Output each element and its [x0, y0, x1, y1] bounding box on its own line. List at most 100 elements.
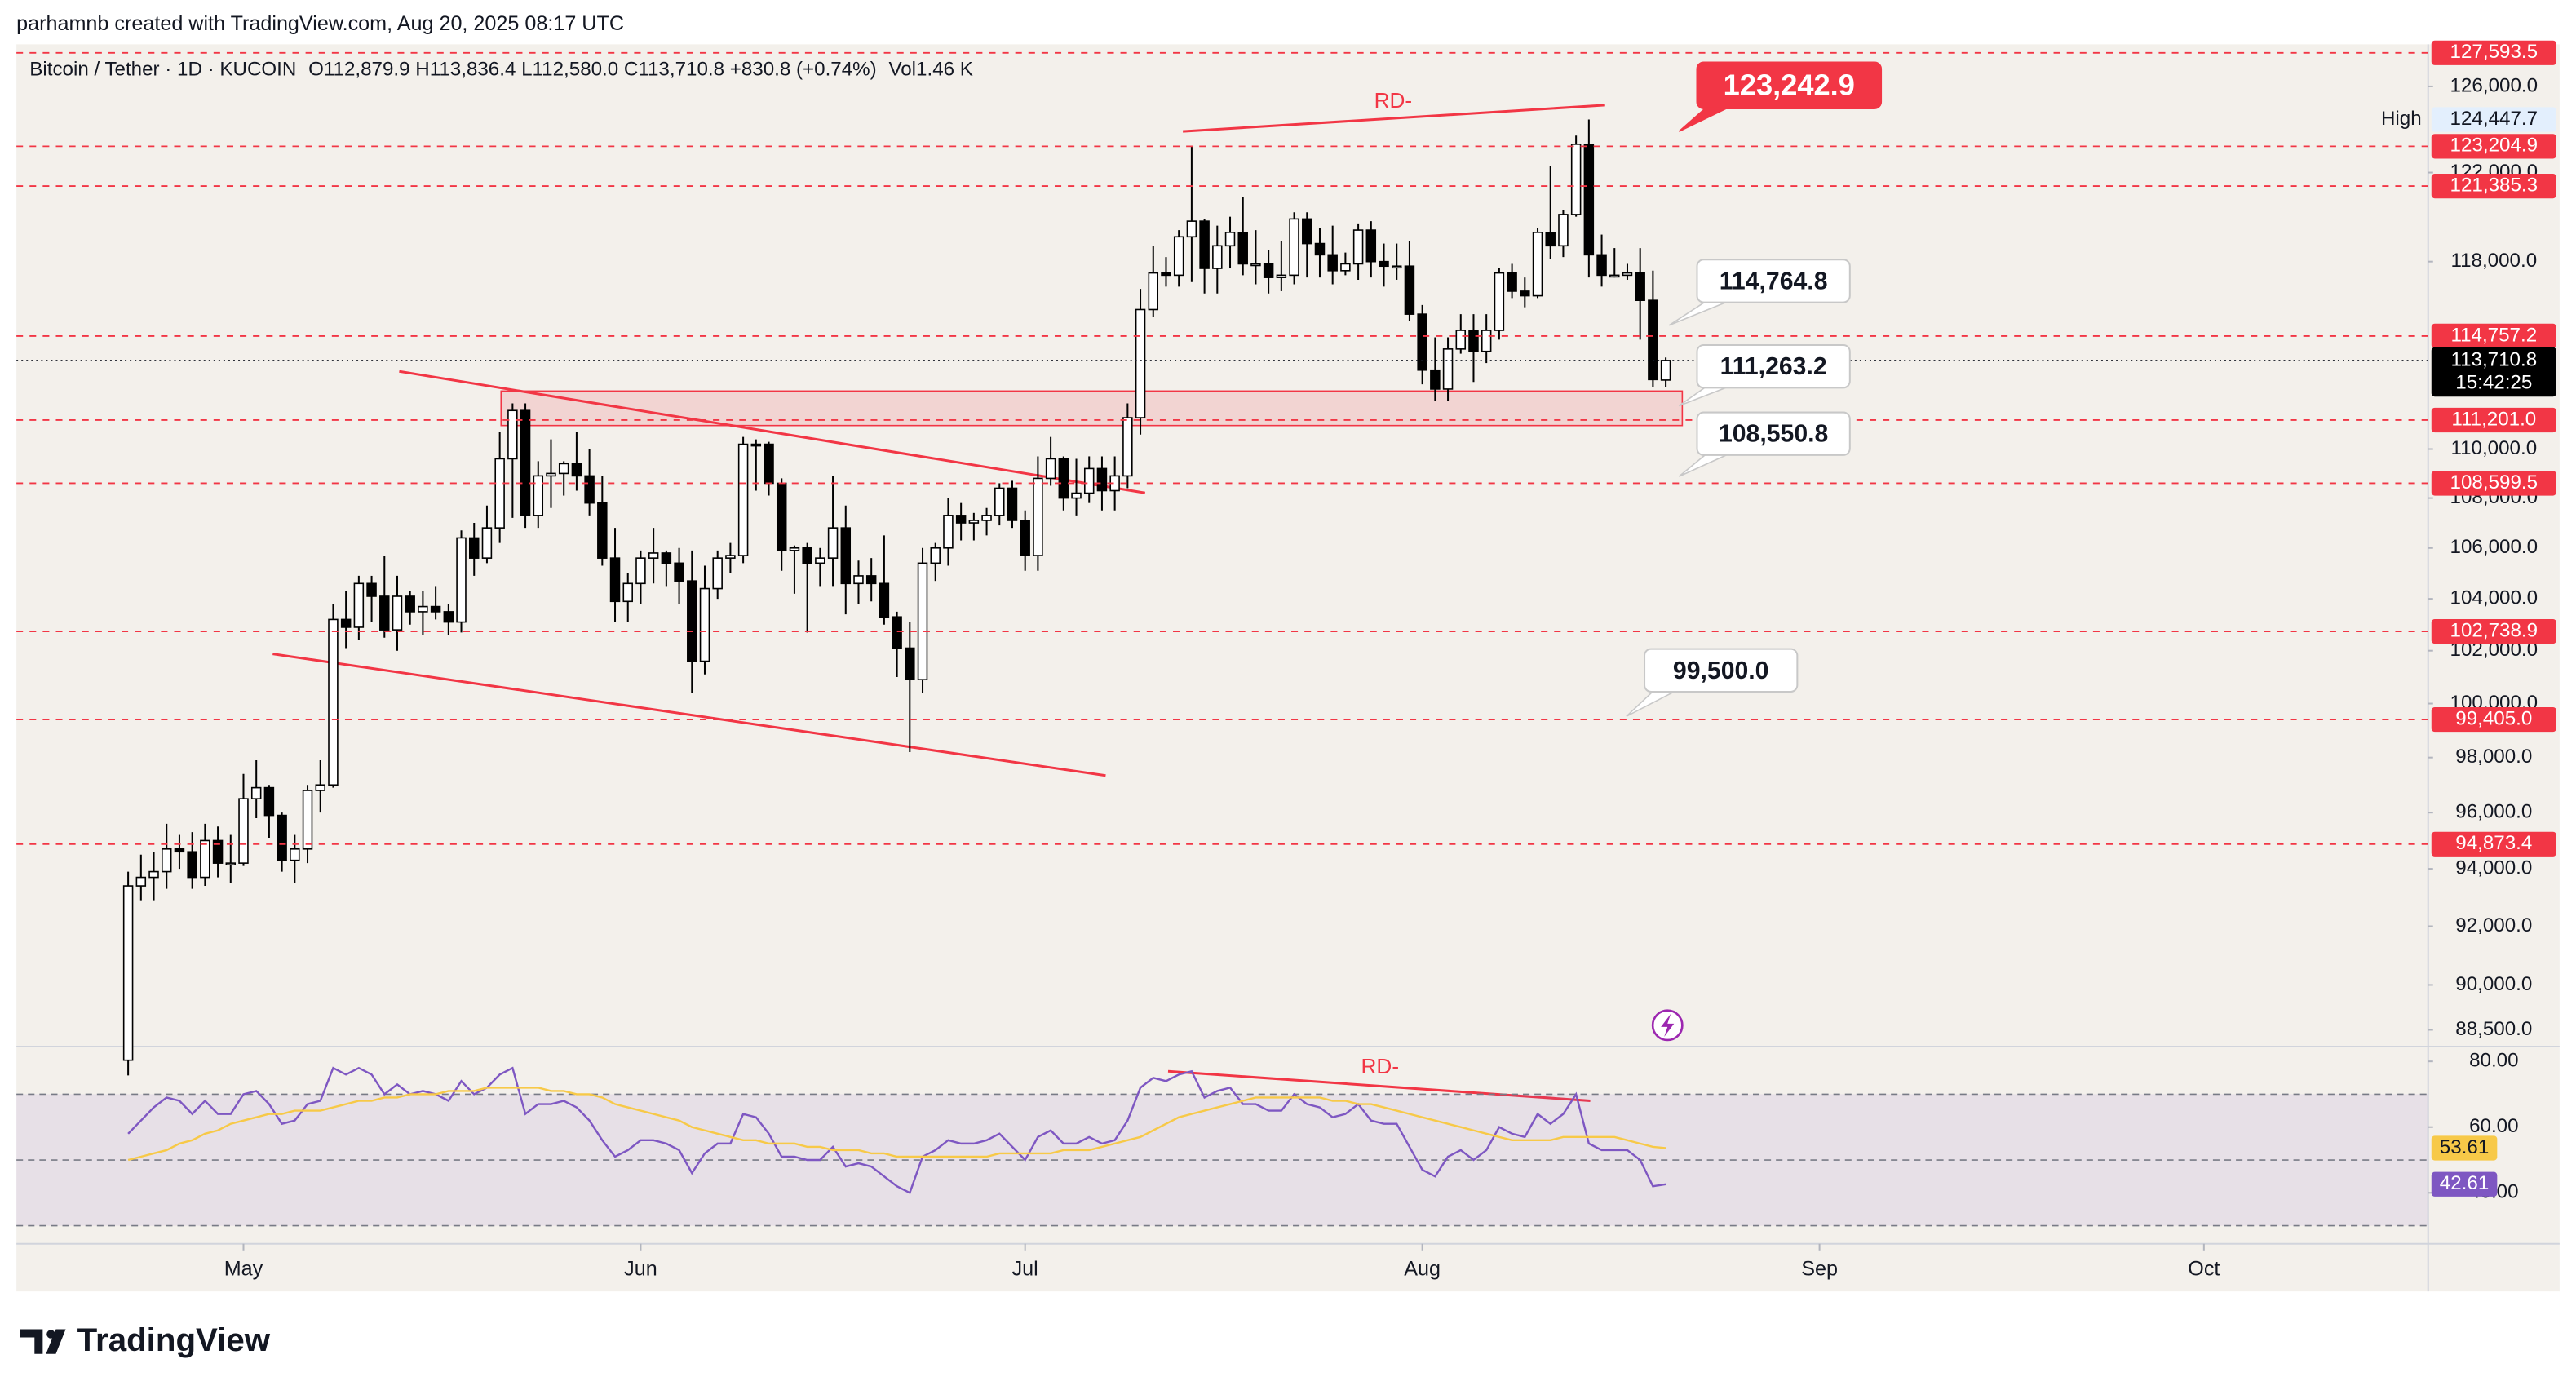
level-label-box — [2431, 618, 2556, 644]
candle-body — [290, 848, 300, 861]
candle-body — [328, 618, 339, 786]
x-tick-label: Jun — [624, 1258, 657, 1281]
candle-body — [405, 595, 415, 613]
candle-body — [994, 487, 1005, 516]
candle-body — [1096, 467, 1108, 492]
candle-body — [200, 839, 210, 879]
alert-icon-bolt — [1661, 1013, 1675, 1037]
candle-body — [1161, 272, 1171, 277]
candle-body — [1442, 348, 1454, 390]
high-marker-box — [2431, 107, 2556, 132]
callout-box — [1696, 411, 1851, 456]
candle-body — [263, 786, 275, 817]
rsi-line — [127, 1066, 1666, 1195]
candle-body — [225, 862, 237, 865]
candle-body — [1494, 272, 1505, 331]
candle-body — [892, 616, 902, 649]
candle-body — [802, 547, 812, 564]
candle-body — [776, 482, 787, 551]
callout-label: 111,263.2 — [1720, 353, 1827, 380]
candle-body — [1224, 232, 1236, 247]
candle-body — [481, 527, 493, 559]
candle-body — [840, 527, 852, 585]
candle-body — [302, 790, 313, 850]
x-tick-label: May — [224, 1258, 263, 1281]
candle-body — [1199, 220, 1210, 269]
candle-body — [853, 575, 864, 585]
level-label: 127,593.5 — [2450, 41, 2538, 63]
candle-body — [1622, 272, 1633, 277]
candle-body — [1071, 492, 1082, 499]
level-label-box — [2431, 40, 2556, 65]
candle-body — [1648, 299, 1658, 381]
candle-body — [597, 502, 608, 559]
candle-body — [1314, 242, 1326, 256]
level-label-box — [2431, 831, 2556, 857]
level-label-box — [2431, 134, 2556, 159]
candle-body — [815, 557, 825, 564]
last-value-label: 42.61 — [2440, 1172, 2489, 1194]
candle-body — [1583, 144, 1595, 256]
level-label-box — [2431, 706, 2556, 733]
candle-body — [1391, 265, 1402, 269]
candle-body — [1276, 274, 1287, 278]
last-value-label: 53.61 — [2440, 1136, 2489, 1158]
countdown: 15:42:25 — [2455, 371, 2532, 393]
chart-background — [16, 44, 2560, 1292]
candle-body — [981, 515, 992, 521]
logo-dot — [46, 1330, 55, 1339]
callout-box — [1696, 259, 1851, 303]
candle-body — [161, 848, 172, 873]
candle-body — [1302, 218, 1312, 245]
candle-body — [379, 595, 390, 631]
candle-body — [1212, 245, 1223, 269]
candle-body — [674, 562, 684, 582]
last-value-box — [2431, 1135, 2498, 1161]
candle-body — [546, 472, 556, 477]
candle-body — [148, 870, 159, 879]
candle-body — [1379, 260, 1389, 268]
current-price-box — [2431, 347, 2556, 397]
candle-body — [764, 443, 774, 485]
candle-body — [430, 605, 441, 613]
candle-body — [494, 458, 505, 529]
volume: Vol1.46 K — [888, 59, 972, 81]
candle-body — [943, 515, 954, 549]
rsi-band-fill — [16, 1094, 2428, 1226]
candle-body — [468, 537, 480, 559]
candle-body — [507, 409, 518, 460]
y-tick-label: 110,000.0 — [2450, 437, 2537, 459]
candle-body — [827, 527, 839, 559]
trendline — [1167, 1069, 1591, 1103]
x-tick-label: Jul — [1012, 1258, 1038, 1281]
trendline — [1183, 104, 1605, 133]
candle-body — [865, 575, 877, 585]
trendline — [272, 653, 1106, 777]
candle-body — [1507, 272, 1517, 292]
candle-body — [238, 798, 249, 864]
current-price-label: 113,710.8 — [2450, 348, 2537, 370]
candle-body — [622, 582, 633, 603]
level-label: 123,204.9 — [2450, 135, 2538, 157]
candle-body — [122, 885, 134, 1061]
candle-body — [456, 537, 467, 623]
candle-body — [250, 786, 262, 799]
candle-body — [712, 557, 723, 590]
candle-body — [648, 552, 659, 559]
candle-body — [520, 409, 531, 516]
candle-body — [750, 443, 762, 447]
candle-body — [1468, 330, 1479, 352]
y-tick-label: 80.00 — [2469, 1050, 2518, 1072]
y-tick-label: 96,000.0 — [2455, 801, 2532, 823]
candle-body — [1417, 313, 1427, 371]
y-tick-label: 98,000.0 — [2455, 746, 2532, 768]
candle-body — [699, 587, 710, 662]
candle-body — [558, 463, 569, 475]
candle-body — [1289, 218, 1299, 277]
callout-label: 99,500.0 — [1673, 657, 1769, 684]
candle-body — [1083, 467, 1095, 494]
level-label: 108,599.5 — [2450, 471, 2538, 494]
candle-body — [277, 814, 287, 861]
candle-body — [1365, 229, 1377, 263]
candle-body — [533, 475, 544, 516]
